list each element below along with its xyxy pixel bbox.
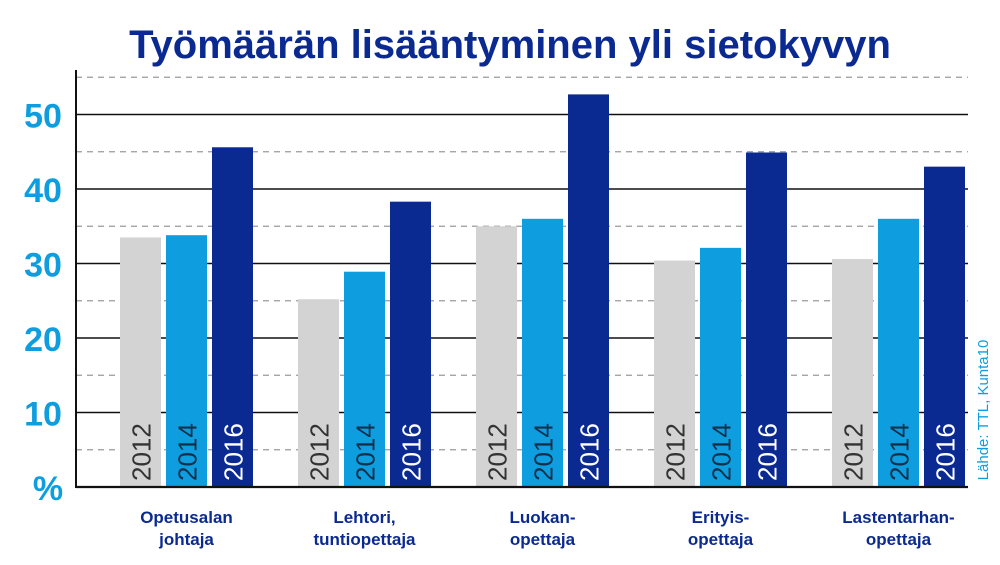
category-label: tuntiopettaja: [314, 530, 417, 549]
y-tick-labels: 10 20 30 40 50: [24, 98, 62, 434]
category-label: Erityis-: [692, 508, 750, 527]
bar-year-label: 2014: [707, 423, 737, 481]
bar-2016: [568, 94, 609, 487]
bar-2014: [166, 235, 207, 487]
axes: [75, 70, 968, 489]
y-tick-label: 10: [24, 396, 62, 434]
bar-year-label: 2016: [219, 423, 249, 481]
bar-year-label: 2012: [127, 423, 157, 481]
bar-year-label: 2014: [529, 423, 559, 481]
bar-2016: [924, 166, 965, 487]
source-note: Lähde: TTL, Kunta10: [975, 340, 992, 481]
bar-2016: [390, 201, 431, 488]
y-tick-label: 50: [24, 98, 62, 136]
bar-2012: [654, 260, 695, 487]
bar-year-label: 2012: [305, 423, 335, 481]
category-label: opettaja: [688, 530, 754, 549]
bar-year-label: 2016: [931, 423, 961, 481]
bar-year-label: 2012: [839, 423, 869, 481]
y-tick-label: 40: [24, 172, 62, 210]
bar-2014: [878, 218, 919, 488]
category-label: opettaja: [510, 530, 576, 549]
y-tick-label: 30: [24, 247, 62, 285]
bar-year-label: 2014: [885, 423, 915, 481]
category-label: Opetusalan: [140, 508, 233, 527]
bar-year-label: 2012: [661, 423, 691, 481]
bar-2016: [212, 147, 253, 487]
bars: 2012 2014 2016 2012 2014 2016 2012 2014 2016 2012…: [120, 94, 965, 488]
category-label: opettaja: [866, 530, 932, 549]
y-axis-label: %: [33, 470, 63, 508]
bar-year-label: 2016: [753, 423, 783, 481]
bar-year-label: 2014: [351, 423, 381, 481]
bar-year-label: 2012: [483, 423, 513, 481]
bar-year-label: 2016: [397, 423, 427, 481]
category-label: Luokan-: [509, 508, 575, 527]
category-label: johtaja: [158, 530, 214, 549]
bar-2014: [344, 271, 385, 487]
bar-2014: [522, 218, 563, 488]
category-label: Lastentarhan-: [842, 508, 954, 527]
category-labels: Opetusalan johtaja Lehtori, tuntiopettaja Lu…: [140, 508, 955, 549]
bar-year-label: 2016: [575, 423, 605, 481]
bar-2014: [700, 247, 741, 487]
bar-2012: [120, 237, 161, 487]
bar-year-label: 2014: [173, 423, 203, 481]
bar-2012: [298, 299, 339, 487]
bar-2012: [476, 226, 517, 487]
chart-title: Työmäärän lisääntyminen yli sietokyvyn: [129, 23, 891, 67]
y-tick-label: 20: [24, 321, 62, 359]
bar-2016: [746, 152, 787, 487]
bar-2012: [832, 259, 873, 487]
category-label: Lehtori,: [333, 508, 395, 527]
